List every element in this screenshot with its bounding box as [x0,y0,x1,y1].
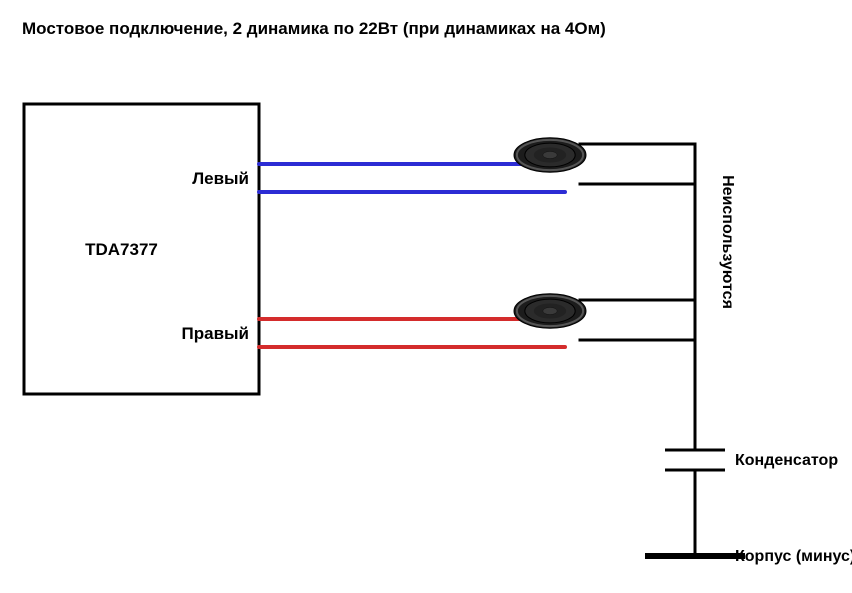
speaker-icon [514,294,586,329]
bus-wiring [580,144,695,450]
ground-label: Корпус (минус) [735,548,852,565]
diagram-title: Мостовое подключение, 2 динамика по 22Вт… [22,19,606,38]
capacitor-label: Конденсатор [735,452,838,469]
chip-label: TDA7377 [85,240,158,259]
left-channel-label: Левый [192,169,249,188]
right-channel-label: Правый [182,324,249,343]
capacitor [665,450,725,556]
bus-unused-label: Неиспользуются [719,175,736,309]
speaker-icon [514,138,586,173]
